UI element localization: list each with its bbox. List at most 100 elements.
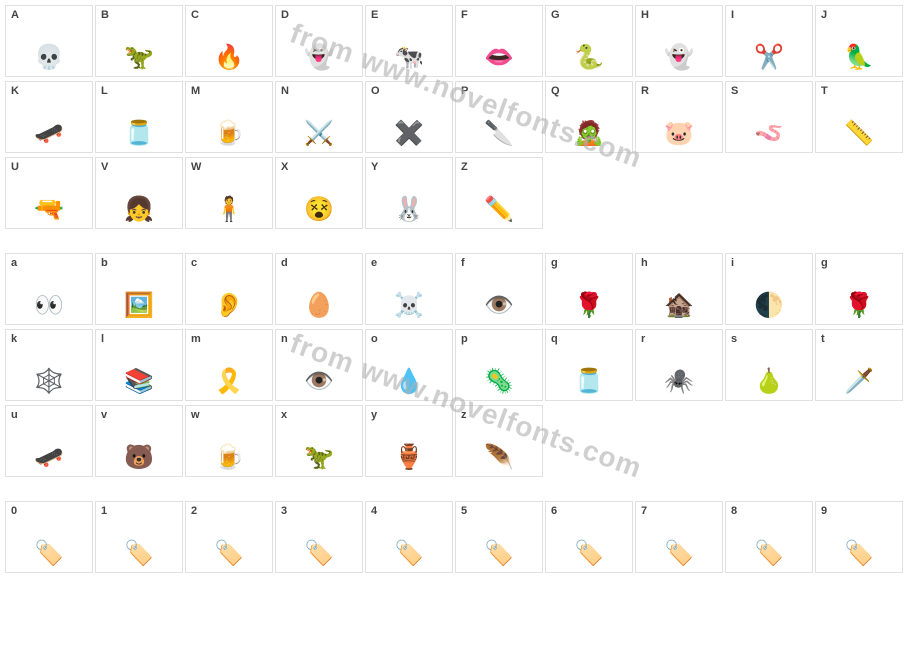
char-label: 5	[461, 505, 467, 517]
char-cell[interactable]: R🐷	[635, 81, 723, 153]
char-glyph: 🏷️	[754, 542, 784, 566]
char-cell[interactable]: E🐄	[365, 5, 453, 77]
char-label: u	[11, 409, 18, 421]
char-cell[interactable]: x🦖	[275, 405, 363, 477]
char-cell[interactable]: o💧	[365, 329, 453, 401]
char-cell[interactable]: W🧍	[185, 157, 273, 229]
char-label: T	[821, 85, 828, 97]
char-cell[interactable]: T📏	[815, 81, 903, 153]
char-glyph: 🖼️	[124, 294, 154, 318]
char-cell[interactable]: v🐻	[95, 405, 183, 477]
char-cell[interactable]: Y🐰	[365, 157, 453, 229]
char-cell[interactable]: y🏺	[365, 405, 453, 477]
char-label: F	[461, 9, 468, 21]
char-cell[interactable]: Q🧟	[545, 81, 633, 153]
char-cell[interactable]: F👄	[455, 5, 543, 77]
char-glyph: 🦖	[124, 46, 154, 70]
char-label: B	[101, 9, 109, 21]
char-cell[interactable]: 5 🏷️	[455, 501, 543, 573]
char-cell[interactable]: K🛹	[5, 81, 93, 153]
char-label: 3	[281, 505, 287, 517]
char-glyph: 🐷	[664, 122, 694, 146]
char-cell[interactable]: H👻	[635, 5, 723, 77]
char-cell[interactable]: q🫙	[545, 329, 633, 401]
char-cell[interactable]: 1🏷️	[95, 501, 183, 573]
char-cell[interactable]: A💀	[5, 5, 93, 77]
char-cell[interactable]: e☠️	[365, 253, 453, 325]
char-glyph: 🫙	[574, 370, 604, 394]
char-label: q	[551, 333, 558, 345]
char-cell[interactable]: g🌹	[815, 253, 903, 325]
char-cell[interactable]: I✂️	[725, 5, 813, 77]
char-cell[interactable]: O✖️	[365, 81, 453, 153]
char-cell[interactable]: p🦠	[455, 329, 543, 401]
char-cell[interactable]: 3🏷️	[275, 501, 363, 573]
char-label: i	[731, 257, 734, 269]
char-cell[interactable]: M🍺	[185, 81, 273, 153]
char-cell[interactable]: 2🏷️	[185, 501, 273, 573]
char-cell[interactable]: r🕷️	[635, 329, 723, 401]
char-cell[interactable]: G🐍	[545, 5, 633, 77]
char-cell[interactable]: t🗡️	[815, 329, 903, 401]
grid-row: U🔫V👧W🧍X😵Y🐰Z✏️	[4, 156, 907, 230]
char-cell[interactable]: s🍐	[725, 329, 813, 401]
char-label: d	[281, 257, 288, 269]
char-cell[interactable]: 7🏷️	[635, 501, 723, 573]
char-label: G	[551, 9, 560, 21]
char-cell[interactable]: J🦜	[815, 5, 903, 77]
char-cell[interactable]: g🌹	[545, 253, 633, 325]
char-cell[interactable]: B🦖	[95, 5, 183, 77]
char-glyph: 🛹	[34, 446, 64, 470]
char-cell[interactable]: m🎗️	[185, 329, 273, 401]
char-cell[interactable]: w🍺	[185, 405, 273, 477]
char-cell[interactable]: h🏚️	[635, 253, 723, 325]
char-label: l	[101, 333, 104, 345]
char-cell[interactable]: N⚔️	[275, 81, 363, 153]
char-cell[interactable]: 6🏷️	[545, 501, 633, 573]
char-cell[interactable]: S🪱	[725, 81, 813, 153]
char-cell[interactable]: d🥚	[275, 253, 363, 325]
char-glyph: 🍐	[754, 370, 784, 394]
char-cell[interactable]: l📚	[95, 329, 183, 401]
char-glyph: 🌓	[754, 294, 784, 318]
char-cell[interactable]: 8🏷️	[725, 501, 813, 573]
char-cell[interactable]: C🔥	[185, 5, 273, 77]
char-cell[interactable]: U🔫	[5, 157, 93, 229]
char-label: 1	[101, 505, 107, 517]
char-glyph: 🏷️	[484, 542, 514, 566]
grid-row: K🛹L🫙M🍺N⚔️O✖️P🔪Q🧟R🐷S🪱T📏	[4, 80, 907, 154]
char-label: W	[191, 161, 201, 173]
char-glyph: 🔥	[214, 46, 244, 70]
char-cell[interactable]: a👀	[5, 253, 93, 325]
char-label: J	[821, 9, 827, 21]
char-cell[interactable]: i🌓	[725, 253, 813, 325]
char-label: s	[731, 333, 737, 345]
char-cell[interactable]: V👧	[95, 157, 183, 229]
char-cell[interactable]: n👁️	[275, 329, 363, 401]
grid-row: 0🏷️1🏷️2🏷️3🏷️4🏷️5🏷️6🏷️7🏷️8🏷️9🏷️	[4, 500, 907, 574]
char-label: D	[281, 9, 289, 21]
char-cell[interactable]: c👂	[185, 253, 273, 325]
char-glyph: 🫙	[124, 122, 154, 146]
char-label: e	[371, 257, 377, 269]
char-label: A	[11, 9, 19, 21]
char-label: U	[11, 161, 19, 173]
char-glyph: ✏️	[484, 198, 514, 222]
char-cell[interactable]: X😵	[275, 157, 363, 229]
char-cell[interactable]: f👁️	[455, 253, 543, 325]
char-cell[interactable]: k🕸️	[5, 329, 93, 401]
char-cell[interactable]: 0🏷️	[5, 501, 93, 573]
char-cell[interactable]: 9🏷️	[815, 501, 903, 573]
char-label: b	[101, 257, 108, 269]
char-cell[interactable]: z🪶	[455, 405, 543, 477]
char-cell[interactable]: D👻	[275, 5, 363, 77]
char-cell[interactable]: 4🏷️	[365, 501, 453, 573]
char-glyph: 🏷️	[844, 542, 874, 566]
char-cell[interactable]: b 🖼️	[95, 253, 183, 325]
char-glyph: 🧟	[574, 122, 604, 146]
char-cell[interactable]: L🫙	[95, 81, 183, 153]
char-cell[interactable]: u🛹	[5, 405, 93, 477]
char-cell[interactable]: Z✏️	[455, 157, 543, 229]
char-glyph: ✂️	[754, 46, 784, 70]
char-cell[interactable]: P🔪	[455, 81, 543, 153]
